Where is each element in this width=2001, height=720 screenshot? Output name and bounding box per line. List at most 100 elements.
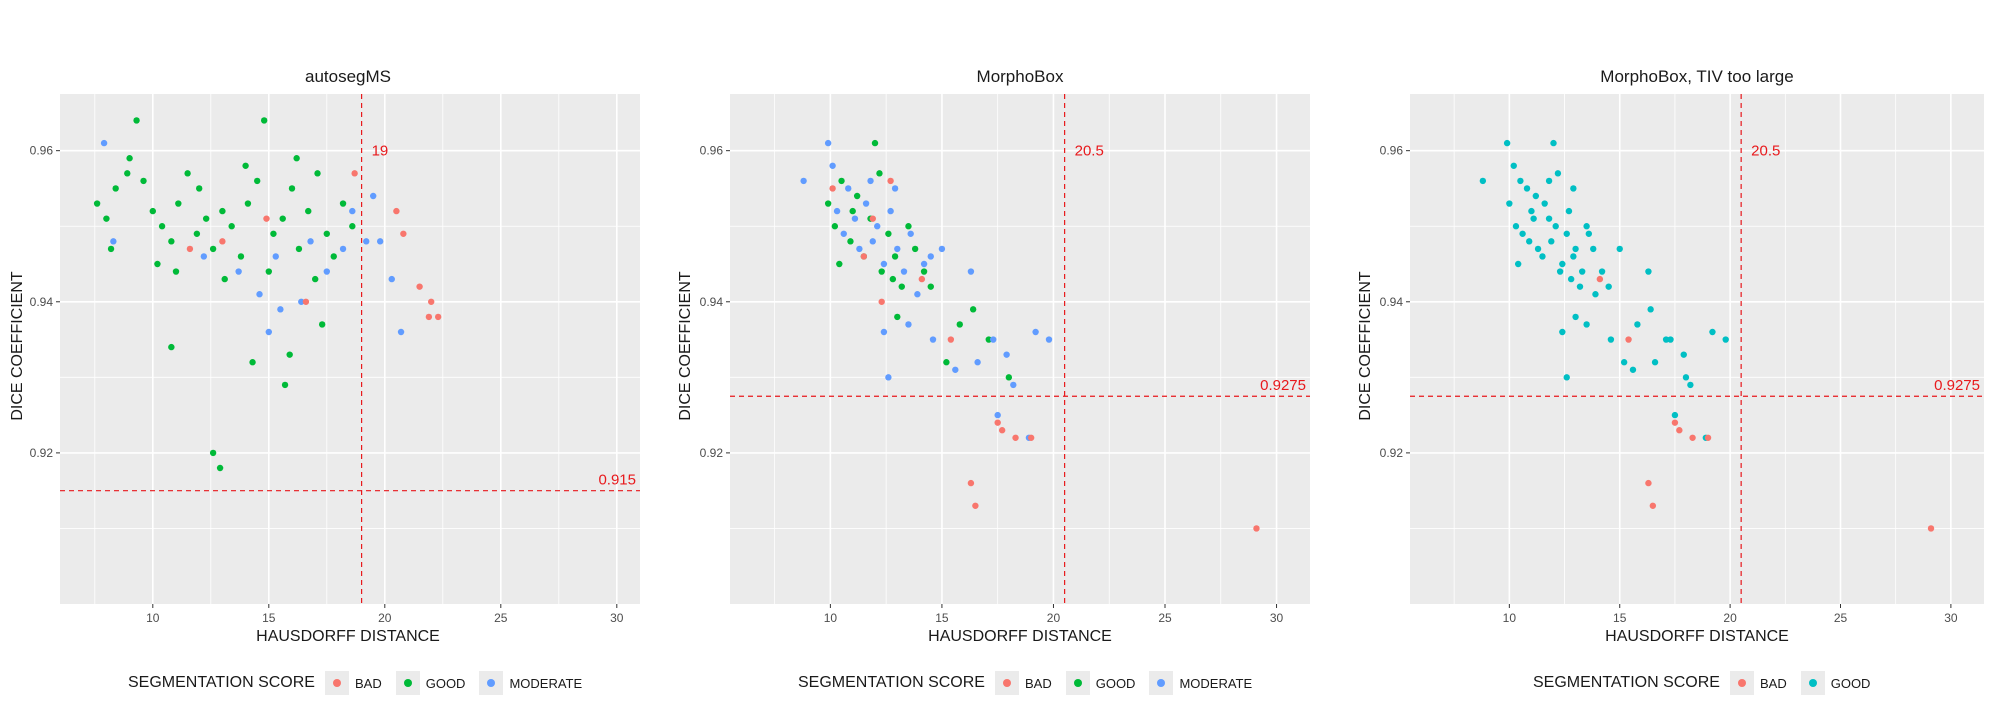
data-point (416, 283, 423, 290)
data-point (388, 275, 395, 283)
data-point (363, 238, 370, 245)
data-point (990, 336, 997, 343)
legend-key-bad (324, 671, 349, 695)
data-point (994, 411, 1001, 419)
data-point (1032, 328, 1039, 336)
data-point (330, 253, 337, 260)
x-tick-label: 20 (378, 611, 392, 625)
data-point (920, 268, 928, 275)
series-good (93, 117, 356, 472)
data-point (1645, 479, 1652, 487)
data-point (1625, 336, 1632, 343)
legend-key-good (1065, 671, 1090, 695)
legend-label: GOOD (1830, 675, 1871, 691)
plot-background (730, 94, 1310, 604)
data-point (221, 275, 228, 283)
data-point (1671, 419, 1679, 426)
data-point (1545, 177, 1553, 185)
legend-label: BAD (1024, 675, 1052, 691)
legend-key-moderate (1149, 671, 1174, 695)
data-point (1662, 336, 1670, 343)
data-point (1506, 200, 1513, 207)
data-point (874, 223, 881, 230)
data-point (898, 283, 905, 290)
data-point (126, 155, 133, 162)
data-point (847, 238, 854, 245)
data-point (295, 245, 303, 253)
legend-item-bad: BAD (324, 671, 382, 695)
data-point (286, 351, 293, 358)
data-point (370, 192, 377, 200)
y-tick-label: 0.94 (30, 295, 54, 309)
x-axis-label: HAUSDORFF DISTANCE (1605, 628, 1789, 645)
data-point (186, 245, 194, 253)
y-tick-label: 0.92 (1380, 446, 1404, 460)
data-point (1704, 434, 1712, 441)
data-point (1567, 275, 1575, 283)
data-point (905, 321, 912, 328)
data-point (920, 260, 928, 268)
data-point (1709, 328, 1716, 336)
data-point (943, 359, 950, 366)
data-point (1572, 245, 1579, 253)
data-point (1510, 162, 1517, 169)
data-point (209, 449, 217, 457)
data-point (967, 268, 975, 275)
x-tick-label: 25 (1158, 611, 1172, 625)
data-point (307, 238, 314, 245)
data-point (938, 245, 946, 253)
data-point (393, 207, 400, 215)
data-point (1563, 374, 1570, 381)
data-point (1559, 328, 1566, 336)
legend-title: SEGMENTATION SCORE (798, 674, 985, 691)
data-point (376, 238, 384, 245)
data-point (1629, 366, 1637, 373)
data-point (1514, 260, 1522, 268)
panel-autosegms: 10 15 20 25 30 0.92 0.94 0.96 19 0.915 autosegMS … (0, 0, 660, 720)
data-point (254, 177, 261, 185)
data-point (900, 268, 908, 275)
data-point (1554, 170, 1562, 177)
x-tick-label: 10 (1503, 611, 1517, 625)
data-point (1667, 336, 1674, 343)
horizontal-threshold-label: 0.915 (598, 472, 636, 489)
data-point (891, 253, 899, 260)
data-point (833, 207, 841, 215)
data-point (952, 366, 959, 373)
data-point (1503, 139, 1511, 147)
chart-title: MorphoBox (977, 67, 1064, 86)
x-axis-label: HAUSDORFF DISTANCE (928, 628, 1112, 645)
legend-item-bad: BAD (1729, 671, 1787, 695)
data-point (249, 359, 256, 366)
data-point (1534, 245, 1542, 253)
data-point (256, 291, 263, 298)
data-point (887, 177, 894, 185)
data-point (1530, 215, 1537, 222)
chart-title: MorphoBox, TIV too large (1600, 67, 1793, 86)
y-axis-label: DICE COEFFICIENT (9, 271, 26, 421)
series-bad (186, 170, 442, 321)
vertical-threshold-label: 20.5 (1751, 143, 1780, 160)
data-point (974, 359, 981, 366)
data-point (840, 230, 847, 237)
data-point (200, 253, 208, 260)
data-point (880, 260, 888, 268)
x-tick-label: 10 (824, 611, 838, 625)
horizontal-threshold-label: 0.9275 (1934, 377, 1980, 394)
data-point (856, 245, 863, 253)
data-point (219, 238, 226, 245)
x-tick-label: 15 (262, 611, 276, 625)
data-point (168, 343, 175, 351)
x-tick-label: 15 (1613, 611, 1627, 625)
data-point (869, 238, 876, 245)
data-point (349, 223, 356, 230)
plot-area: 10 15 20 25 30 0.92 0.94 0.96 20.5 0.9275 (700, 94, 1310, 625)
data-point (110, 238, 117, 245)
legend-item-good: GOOD (1065, 671, 1135, 695)
data-point (172, 268, 180, 275)
data-point (1519, 230, 1526, 237)
vertical-threshold-label: 19 (372, 143, 389, 160)
y-axis-label: DICE COEFFICIENT (1357, 271, 1374, 421)
data-point (318, 321, 326, 328)
